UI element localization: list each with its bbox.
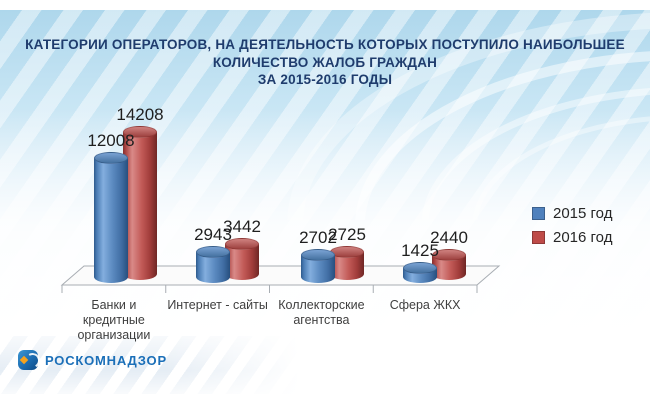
chart-title-line2: КОЛИЧЕСТВО ЖАЛОБ ГРАЖДАН [212, 54, 438, 70]
bar-2015год-c1 [196, 246, 230, 283]
legend-item-2015: 2015 год [532, 201, 612, 225]
bar-value-label: 2440 [430, 228, 468, 247]
category-label: Коллекторские агентства [261, 298, 381, 328]
bar-2016год-c2 [330, 246, 364, 280]
bar-top-ellipse [94, 152, 128, 164]
bar-value-label: 3442 [223, 217, 261, 236]
category-label-line: организации [77, 328, 151, 342]
category-label-line: Интернет - сайты [167, 298, 268, 312]
category-label: Сфера ЖКХ [365, 298, 485, 313]
roskomnadzor-logo-text: РОСКОМНАДЗОР [45, 352, 167, 368]
bar-2015год-c0 [94, 152, 128, 283]
bar-value-label: 2725 [328, 225, 366, 244]
bar-2016год-c0 [123, 126, 157, 280]
bar-top-ellipse [225, 238, 259, 250]
bar-value-label: 2943 [194, 225, 232, 244]
chart-legend: 2015 год 2016 год [532, 201, 612, 249]
category-label-line: Коллекторские [278, 298, 365, 312]
chart-title-line3: ЗА 2015-2016 ГОДЫ [257, 72, 393, 87]
bar-body [94, 158, 128, 283]
bar-2016год-c1 [225, 238, 259, 280]
category-label: Банки и кредитные организации [54, 298, 174, 343]
bar-top-ellipse [432, 249, 466, 261]
category-label-line: Сфера ЖКХ [389, 298, 461, 312]
bar-2016год-c3 [432, 249, 466, 280]
category-label-line: Банки и [91, 298, 137, 312]
bar-body [225, 244, 259, 280]
bar-top-ellipse [403, 262, 437, 274]
bar-top-ellipse [123, 126, 157, 138]
bar-value-label: 14208 [116, 105, 164, 124]
bar-value-label: 12008 [87, 131, 135, 150]
roskomnadzor-logo-icon [18, 350, 38, 370]
category-label: Интернет - сайты [158, 298, 278, 313]
chart-title: КАТЕГОРИИ ОПЕРАТОРОВ, НА ДЕЯТЕЛЬНОСТЬ КО… [20, 36, 630, 89]
bar-value-label: 2702 [299, 228, 337, 247]
bar-top-ellipse [196, 246, 230, 258]
legend-swatch-2015-icon [532, 206, 545, 220]
category-label-line: кредитные [82, 313, 145, 327]
bar-2015год-c2 [301, 249, 335, 283]
bar-top-ellipse [301, 249, 335, 261]
bar-2015год-c3 [403, 262, 437, 283]
legend-item-2016: 2016 год [532, 225, 612, 249]
roskomnadzor-logo: РОСКОМНАДЗОР [18, 350, 167, 370]
background-footer-stripes [0, 336, 300, 394]
bar-value-label: 1425 [401, 241, 439, 260]
bar-body [123, 132, 157, 280]
legend-label-2016: 2016 год [553, 228, 613, 246]
chart-title-line1: КАТЕГОРИИ ОПЕРАТОРОВ, НА ДЕЯТЕЛЬНОСТЬ КО… [25, 37, 625, 52]
legend-swatch-2016-icon [532, 230, 545, 244]
category-label-line: агентства [293, 313, 350, 327]
legend-label-2015: 2015 год [553, 204, 613, 222]
